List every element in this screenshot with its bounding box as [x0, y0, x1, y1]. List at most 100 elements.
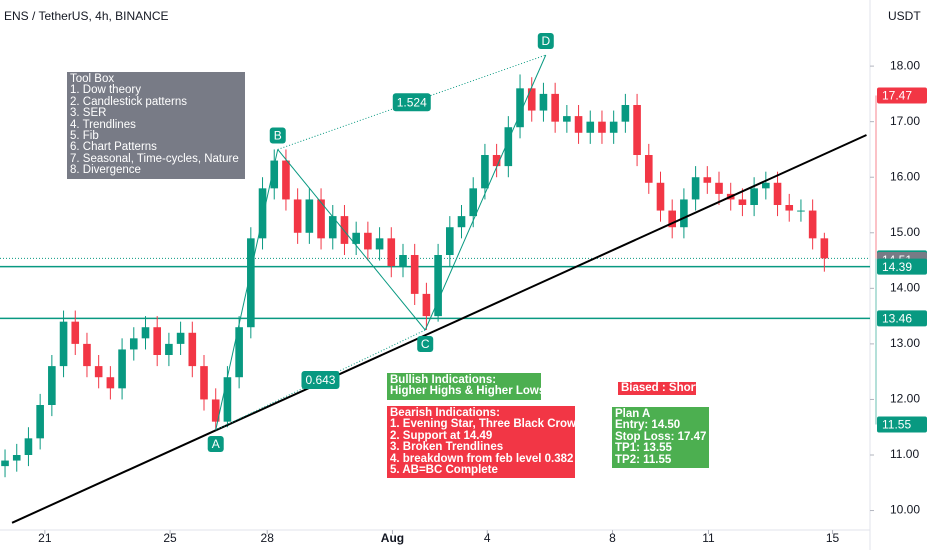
- annotation-line: TP1: 13.55: [615, 442, 672, 455]
- x-tick-label: 15: [826, 531, 840, 545]
- pattern-leg: [424, 54, 547, 331]
- candle-body: [270, 160, 279, 189]
- candle-body: [609, 121, 618, 133]
- candle-body: [364, 232, 372, 250]
- x-tick-label: 25: [163, 531, 177, 545]
- candle-body: [24, 438, 33, 455]
- candle-body: [328, 216, 337, 239]
- candle-body: [1, 460, 9, 467]
- candle-body: [48, 366, 56, 405]
- pattern-leg: [277, 149, 426, 331]
- trendline: [11, 134, 867, 524]
- candle-body: [644, 155, 653, 183]
- candle-body: [340, 216, 349, 244]
- x-tick-label: Aug: [381, 531, 404, 545]
- candle-body: [691, 177, 700, 200]
- candle-body: [574, 116, 583, 133]
- ratio-label: 0.643: [305, 373, 335, 387]
- candle-body: [12, 455, 21, 461]
- candle-body: [446, 227, 454, 255]
- annotation-line: 1. Dow theory: [70, 84, 141, 97]
- point-label: B: [274, 129, 282, 143]
- candle-body: [258, 188, 267, 239]
- candle-body: [153, 327, 161, 355]
- price-label-box: [877, 87, 927, 104]
- price-label: 11.55: [882, 418, 911, 432]
- y-tick-label: 14.00: [890, 281, 920, 295]
- y-tick-label: 10.00: [890, 503, 920, 517]
- candle-body: [703, 177, 712, 183]
- candle-body: [387, 238, 396, 267]
- candle-body: [551, 93, 559, 122]
- candle-body: [633, 105, 641, 155]
- candle-body: [200, 366, 208, 400]
- bearish-box: Bearish Indications: 1. Evening Star, Thr…: [387, 406, 583, 479]
- annotation-line: 1. Evening Star, Three Black Crows: [390, 418, 583, 431]
- candle-body: [586, 121, 595, 133]
- candle-body: [399, 255, 407, 267]
- point-label-box: [417, 336, 434, 352]
- candle-body: [94, 366, 103, 378]
- candle-body: [293, 199, 302, 233]
- annotation-line: Bullish Indications:: [390, 374, 497, 386]
- candle-body: [410, 255, 419, 294]
- x-tick-label: 11: [702, 531, 715, 545]
- point-label: D: [541, 34, 550, 48]
- candle-body: [738, 199, 747, 205]
- annotation-line: 5. AB=BC Complete: [390, 463, 498, 476]
- candle-body: [71, 321, 80, 344]
- annotation-line: 3. SER: [70, 107, 107, 120]
- y-tick-label: 12.00: [890, 392, 920, 406]
- candle-body: [83, 343, 91, 367]
- candle-body: [129, 338, 138, 350]
- candle-body: [680, 199, 688, 228]
- candle-body: [762, 182, 770, 189]
- annotation-line: Bearish Indications:: [390, 407, 500, 419]
- y-tick-label: 17.00: [890, 114, 920, 128]
- ratio-label: 1.524: [397, 95, 427, 109]
- point-label-box: [537, 33, 554, 49]
- candle-body: [282, 160, 290, 200]
- y-tick-label: 13.00: [890, 336, 920, 350]
- y-axis-label: USDT: [888, 9, 921, 23]
- x-tick-label: 8: [609, 531, 616, 545]
- candle-body: [785, 205, 794, 211]
- candle-body: [36, 405, 44, 439]
- ratio-label-box: [301, 371, 340, 389]
- annotation-line: Entry: 14.50: [615, 419, 681, 432]
- candle-body: [118, 349, 126, 389]
- candle-body: [469, 188, 478, 217]
- y-tick-label: 11.00: [890, 447, 919, 461]
- candle-body: [176, 332, 185, 344]
- tool-box: Tool Box 1. Dow theory 2. Candlestick patt…: [67, 72, 245, 179]
- candle-body: [188, 332, 197, 367]
- candle-body: [808, 210, 817, 239]
- annotation-line: 2. Candlestick patterns: [70, 95, 187, 108]
- annotation-line: Plan A: [615, 408, 651, 420]
- candle-body: [317, 199, 325, 239]
- annotation-line: Stop Loss: 17.47: [615, 430, 707, 443]
- annotation-line: 2. Support at 14.49: [390, 429, 493, 442]
- candle-body: [434, 255, 442, 317]
- candle-body: [165, 343, 173, 355]
- annotation-line: 4. breakdown from feb level 0.382: [390, 452, 574, 465]
- y-tick-label: 18.00: [890, 58, 920, 72]
- candle-body: [59, 321, 68, 367]
- annotation-line: 4. Trendlines: [70, 118, 136, 131]
- annotation-line: TP2: 11.55: [615, 453, 672, 466]
- candle-body: [563, 116, 571, 122]
- candle-body: [492, 155, 501, 167]
- candle-body: [422, 293, 431, 317]
- x-tick-label: 21: [38, 531, 52, 545]
- price-label-box: [877, 258, 927, 275]
- point-label-box: [269, 127, 286, 144]
- candle-body: [223, 377, 232, 422]
- point-label-box: [207, 436, 224, 452]
- candle-body: [598, 121, 606, 133]
- candle-body: [235, 327, 243, 378]
- annotation-line: 5. Fib: [70, 129, 99, 142]
- price-label-box: [877, 310, 927, 327]
- candle-body: [621, 105, 630, 122]
- price-label-box: [877, 416, 927, 433]
